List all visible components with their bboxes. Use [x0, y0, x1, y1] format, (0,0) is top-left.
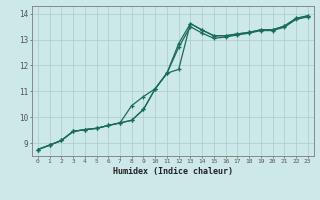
X-axis label: Humidex (Indice chaleur): Humidex (Indice chaleur)	[113, 167, 233, 176]
